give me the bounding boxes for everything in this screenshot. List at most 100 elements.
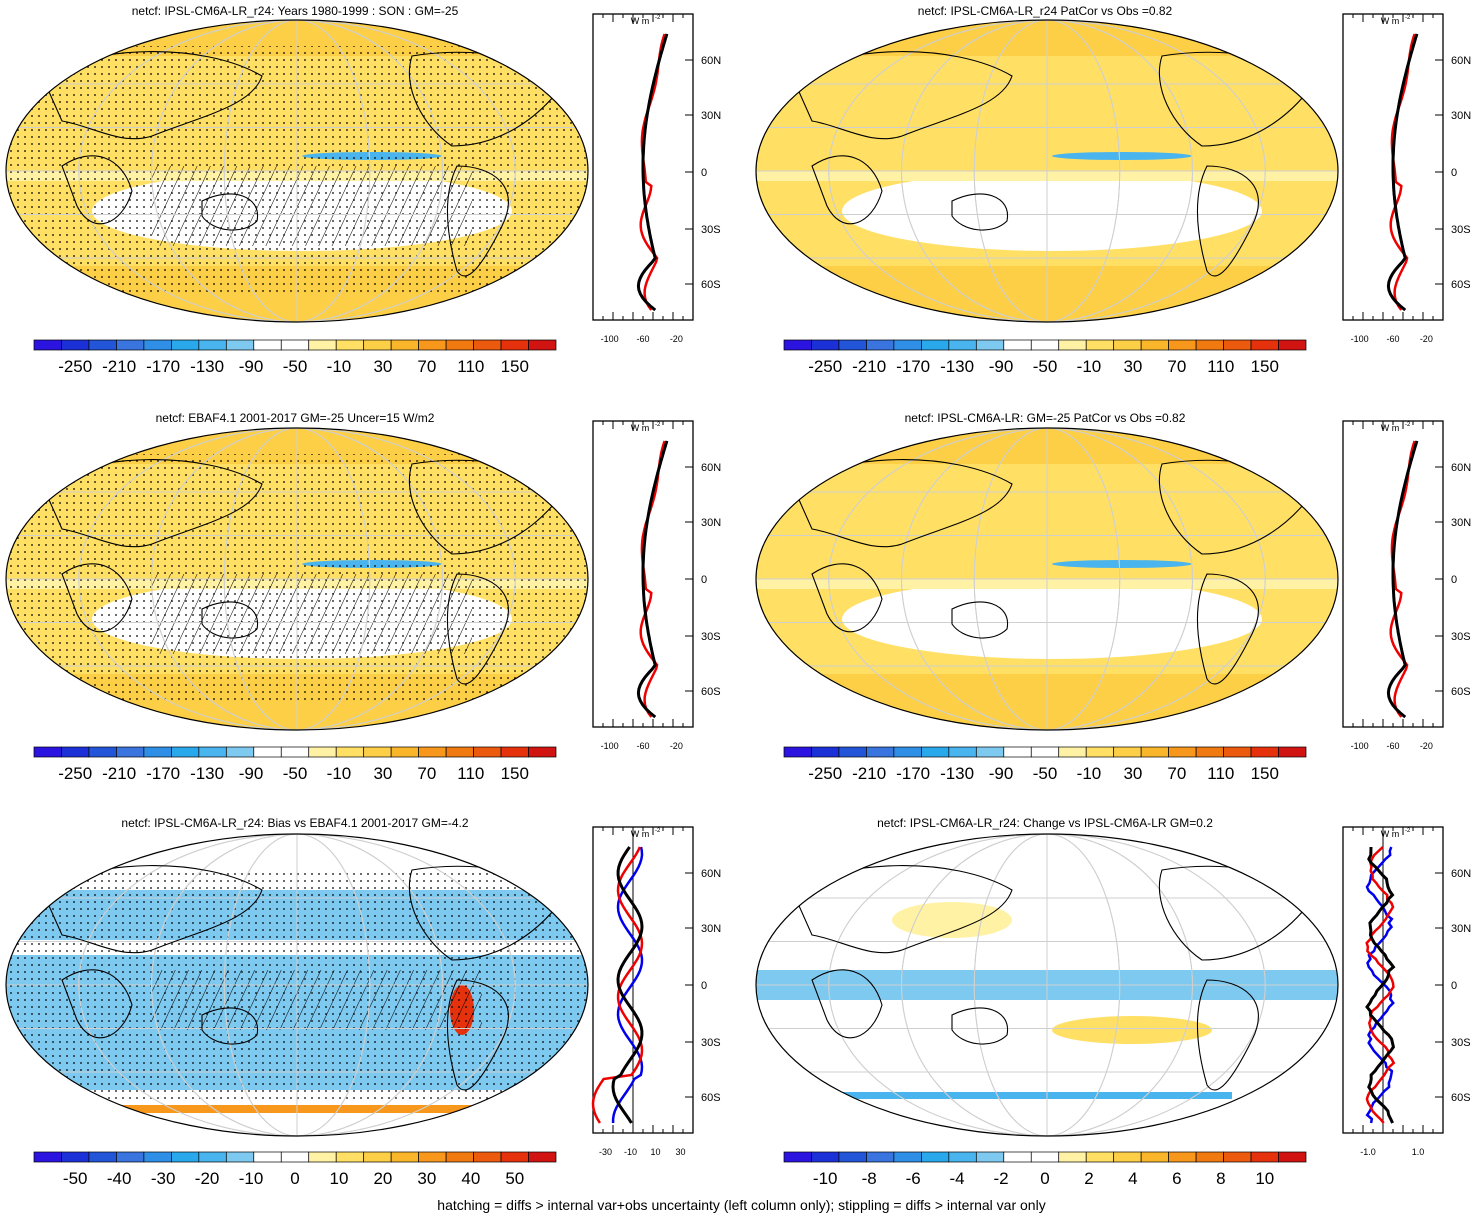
profile-x-tick-label: -20	[1420, 741, 1433, 751]
colorbar-swatch	[418, 1151, 447, 1163]
colorbar-swatch	[1195, 1151, 1224, 1163]
colorbar-1: -250 -210 -170 -130 -90 -50 -10 30 70 110 150	[33, 339, 557, 376]
zonal-profile-5: W m -2 60N 30N 0 30S 60S -30 -10 10 30	[591, 826, 721, 1157]
profile-units-label: W m	[1381, 423, 1400, 433]
colorbar-swatch	[88, 1151, 117, 1163]
colorbar-swatch	[975, 746, 1005, 758]
profile-units-superscript: -2	[655, 15, 661, 21]
colorbar-swatch	[866, 746, 895, 758]
colorbar-swatch	[280, 1151, 310, 1163]
colorbar-tick-label: 10	[329, 1169, 348, 1188]
colorbar-swatch	[921, 1151, 950, 1163]
colorbar-swatch	[1278, 746, 1307, 758]
colorbar-swatch	[280, 339, 310, 351]
colorbar-tick-label: 110	[1207, 357, 1234, 376]
profile-lat-label: 0	[701, 980, 707, 992]
zonal-profile-2: W m -2 60N 30N 0 30S 60S -100 -60 -20	[1342, 13, 1471, 344]
map-panel-4	[755, 427, 1339, 731]
map-grid-longitude	[973, 20, 1121, 322]
colorbar-tick-label: 150	[1251, 764, 1279, 783]
colorbar-3: -250 -210 -170 -130 -90 -50 -10 30 70 110 150	[33, 746, 557, 783]
colorbar-tick-label: -170	[146, 764, 180, 783]
map-coastline	[41, 51, 263, 140]
colorbar-6: -10 -8 -6 -4 -2 0 2 4 6 8 10	[783, 1151, 1307, 1188]
profile-lat-label: 30S	[701, 224, 721, 236]
colorbar-swatch	[116, 746, 145, 758]
colorbar-tick-label: -250	[58, 764, 92, 783]
profile-lat-label: 0	[701, 574, 707, 586]
profile-units-label: W m	[631, 16, 650, 26]
colorbar-swatch	[1003, 746, 1032, 758]
colorbar-swatch	[866, 1151, 895, 1163]
map-border	[755, 19, 1339, 323]
profile-lat-label: 60S	[701, 686, 721, 698]
colorbar-swatch	[783, 1151, 812, 1163]
colorbar-tick-label: 30	[1123, 764, 1142, 783]
map-grid-longitude	[223, 834, 371, 1136]
profile-line-mean	[1386, 440, 1419, 719]
colorbar-swatch	[1030, 1151, 1060, 1163]
map-grid-longitude	[973, 834, 1121, 1136]
colorbar-swatch	[143, 746, 172, 758]
colorbar-tick-label: -10	[239, 1169, 264, 1188]
colorbar-tick-label: -8	[862, 1169, 877, 1188]
profile-line-obs	[639, 440, 666, 718]
colorbar-swatch	[528, 1151, 557, 1163]
colorbar-swatch	[811, 339, 840, 351]
map-coastline	[951, 1007, 1009, 1045]
colorbar-swatch	[948, 1151, 977, 1163]
map-border	[5, 427, 589, 731]
map-band-southern-white	[842, 171, 1262, 251]
colorbar-swatch	[1085, 746, 1115, 758]
map-panel-6	[755, 833, 1339, 1137]
map-band-blue-south	[812, 1092, 1232, 1099]
colorbar-tick-label: -210	[102, 764, 136, 783]
colorbar-tick-label: -170	[146, 357, 180, 376]
map-panel-3	[5, 427, 589, 731]
map-coastline	[61, 563, 133, 633]
colorbar-swatch	[445, 746, 474, 758]
colorbar-swatch	[253, 1151, 282, 1163]
map-grid-longitude	[901, 20, 1193, 322]
colorbar-swatch	[171, 339, 200, 351]
colorbar-swatch	[921, 746, 950, 758]
profile-units-label: W m	[1381, 16, 1400, 26]
profile-x-tick-label: -60	[636, 334, 649, 344]
colorbar-tick-label: 6	[1172, 1169, 1181, 1188]
colorbar-swatch	[225, 746, 255, 758]
colorbar-swatch	[528, 746, 557, 758]
profile-lat-label: 60S	[1451, 1092, 1471, 1104]
profile-frame	[592, 826, 694, 1134]
colorbar-swatch	[1195, 746, 1224, 758]
profile-x-tick-label: -60	[1386, 334, 1399, 344]
map-blue-patch	[1052, 152, 1192, 160]
colorbar-swatch	[1250, 1151, 1279, 1163]
colorbar-swatch	[253, 746, 282, 758]
colorbar-swatch	[198, 1151, 227, 1163]
map-yellow-patch	[1052, 1016, 1212, 1044]
profile-units-superscript: -2	[1405, 422, 1411, 428]
colorbar-swatch	[1003, 339, 1032, 351]
map-coastline	[811, 563, 883, 633]
profile-lat-label: 60N	[1451, 55, 1471, 67]
map-coastline	[791, 865, 1013, 954]
colorbar-swatch	[225, 339, 255, 351]
profile-lat-label: 0	[701, 167, 707, 179]
map-coastline	[1196, 979, 1259, 1091]
profile-units-superscript: -2	[1405, 15, 1411, 21]
profile-x-tick-label: -100	[1351, 741, 1369, 751]
profile-units-label: W m	[631, 829, 650, 839]
panel-title-4: netcf: IPSL-CM6A-LR: GM=-25 PatCor vs Ob…	[904, 411, 1186, 425]
colorbar-tick-label: 70	[417, 357, 436, 376]
map-coastline	[201, 601, 259, 639]
profile-lat-label: 60S	[1451, 279, 1471, 291]
map-coastline	[201, 1007, 259, 1045]
colorbar-swatch	[1168, 339, 1197, 351]
colorbar-swatch	[88, 339, 117, 351]
map-grid-longitude	[78, 20, 516, 322]
colorbar-swatch	[61, 746, 90, 758]
colorbar-tick-label: -250	[58, 357, 92, 376]
profile-line-mean	[1386, 33, 1419, 312]
colorbar-swatch	[783, 746, 812, 758]
colorbar-tick-label: -4	[950, 1169, 965, 1188]
